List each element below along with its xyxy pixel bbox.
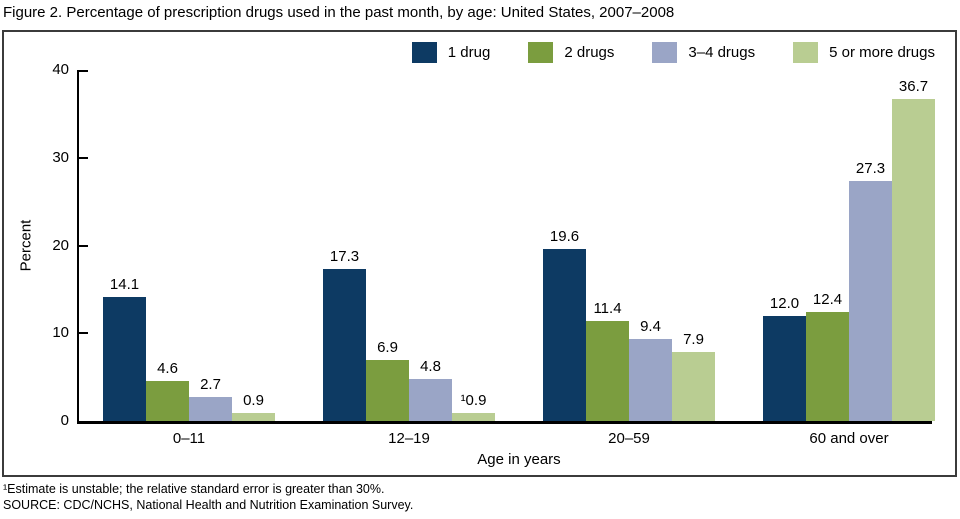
y-axis-tick-label: 30 — [52, 148, 69, 166]
bar-value-label: ¹0.9 — [460, 392, 487, 409]
bar — [366, 360, 409, 421]
bar — [409, 379, 452, 421]
legend-item: 3–4 drugs — [652, 42, 755, 63]
y-axis-tick-label: 20 — [52, 236, 69, 254]
bar-value-label: 7.9 — [683, 331, 704, 348]
y-axis-tick — [79, 332, 88, 335]
legend-label: 5 or more drugs — [829, 44, 935, 61]
footnote-source: SOURCE: CDC/NCHS, National Health and Nu… — [3, 498, 414, 512]
x-axis-category-label: 60 and over — [809, 430, 889, 447]
x-axis-category-label: 12–19 — [388, 430, 430, 447]
legend-label: 3–4 drugs — [688, 44, 756, 61]
y-axis-title: Percent — [17, 219, 35, 272]
x-axis-category-label: 20–59 — [608, 430, 650, 447]
bar-value-label: 12.4 — [812, 291, 843, 308]
x-axis-category-label: 0–11 — [172, 430, 206, 447]
bar — [103, 297, 146, 421]
y-axis-tick-label: 0 — [60, 412, 69, 429]
bar-value-label: 36.7 — [898, 78, 929, 95]
bar — [849, 181, 892, 421]
bar — [543, 249, 586, 421]
y-axis-tick — [79, 70, 88, 72]
chart-frame: 1 drug 2 drugs 3–4 drugs 5 or more drugs Pe… — [2, 30, 957, 477]
bar-value-label: 2.7 — [200, 376, 221, 393]
bar — [189, 397, 232, 421]
footnotes: ¹Estimate is unstable; the relative stan… — [3, 481, 413, 513]
bar — [232, 413, 275, 421]
bar — [452, 413, 495, 421]
bar-value-label: 4.6 — [157, 360, 178, 377]
y-axis-tick-label: 10 — [52, 324, 69, 342]
bar-value-label: 17.3 — [329, 248, 360, 265]
bar-value-label: 4.8 — [420, 358, 441, 375]
plot-area: Age in years 0 10 20 30 40 14.1 4.6 2.7 0.9 0–11 1… — [52, 61, 957, 468]
y-axis-tick — [79, 156, 88, 159]
legend-item: 1 drug — [411, 42, 491, 63]
legend-label: 1 drug — [447, 44, 491, 61]
bar — [146, 381, 189, 421]
legend-swatch — [793, 42, 819, 63]
bar-value-label: 11.4 — [593, 300, 622, 317]
legend-item: 5 or more drugs — [793, 42, 935, 63]
legend-label: 2 drugs — [564, 44, 615, 61]
bar — [806, 312, 849, 421]
bar-value-label: 14.1 — [109, 276, 140, 293]
bar — [672, 352, 715, 421]
x-axis-line — [77, 421, 932, 424]
figure-title: Figure 2. Percentage of prescription dru… — [3, 4, 675, 21]
legend-swatch — [528, 42, 554, 63]
bar-value-label: 9.4 — [640, 318, 661, 335]
bar-value-label: 12.0 — [769, 295, 800, 312]
bar — [586, 321, 629, 421]
bar — [629, 339, 672, 421]
bar-value-label: 27.3 — [855, 160, 886, 177]
footnote-estimate: ¹Estimate is unstable; the relative stan… — [3, 482, 385, 496]
legend-swatch — [652, 42, 678, 63]
y-axis-tick — [79, 244, 88, 247]
bar — [763, 316, 806, 421]
bar — [323, 269, 366, 421]
legend-swatch — [411, 42, 437, 63]
bar — [892, 99, 935, 421]
bar-value-label: 19.6 — [549, 228, 580, 245]
bar-value-label: 6.9 — [377, 339, 398, 356]
x-axis-title: Age in years — [477, 451, 561, 468]
y-axis-tick-label: 40 — [52, 61, 69, 78]
legend: 1 drug 2 drugs 3–4 drugs 5 or more drugs — [411, 42, 935, 63]
legend-item: 2 drugs — [528, 42, 614, 63]
bar-value-label: 0.9 — [243, 392, 264, 409]
